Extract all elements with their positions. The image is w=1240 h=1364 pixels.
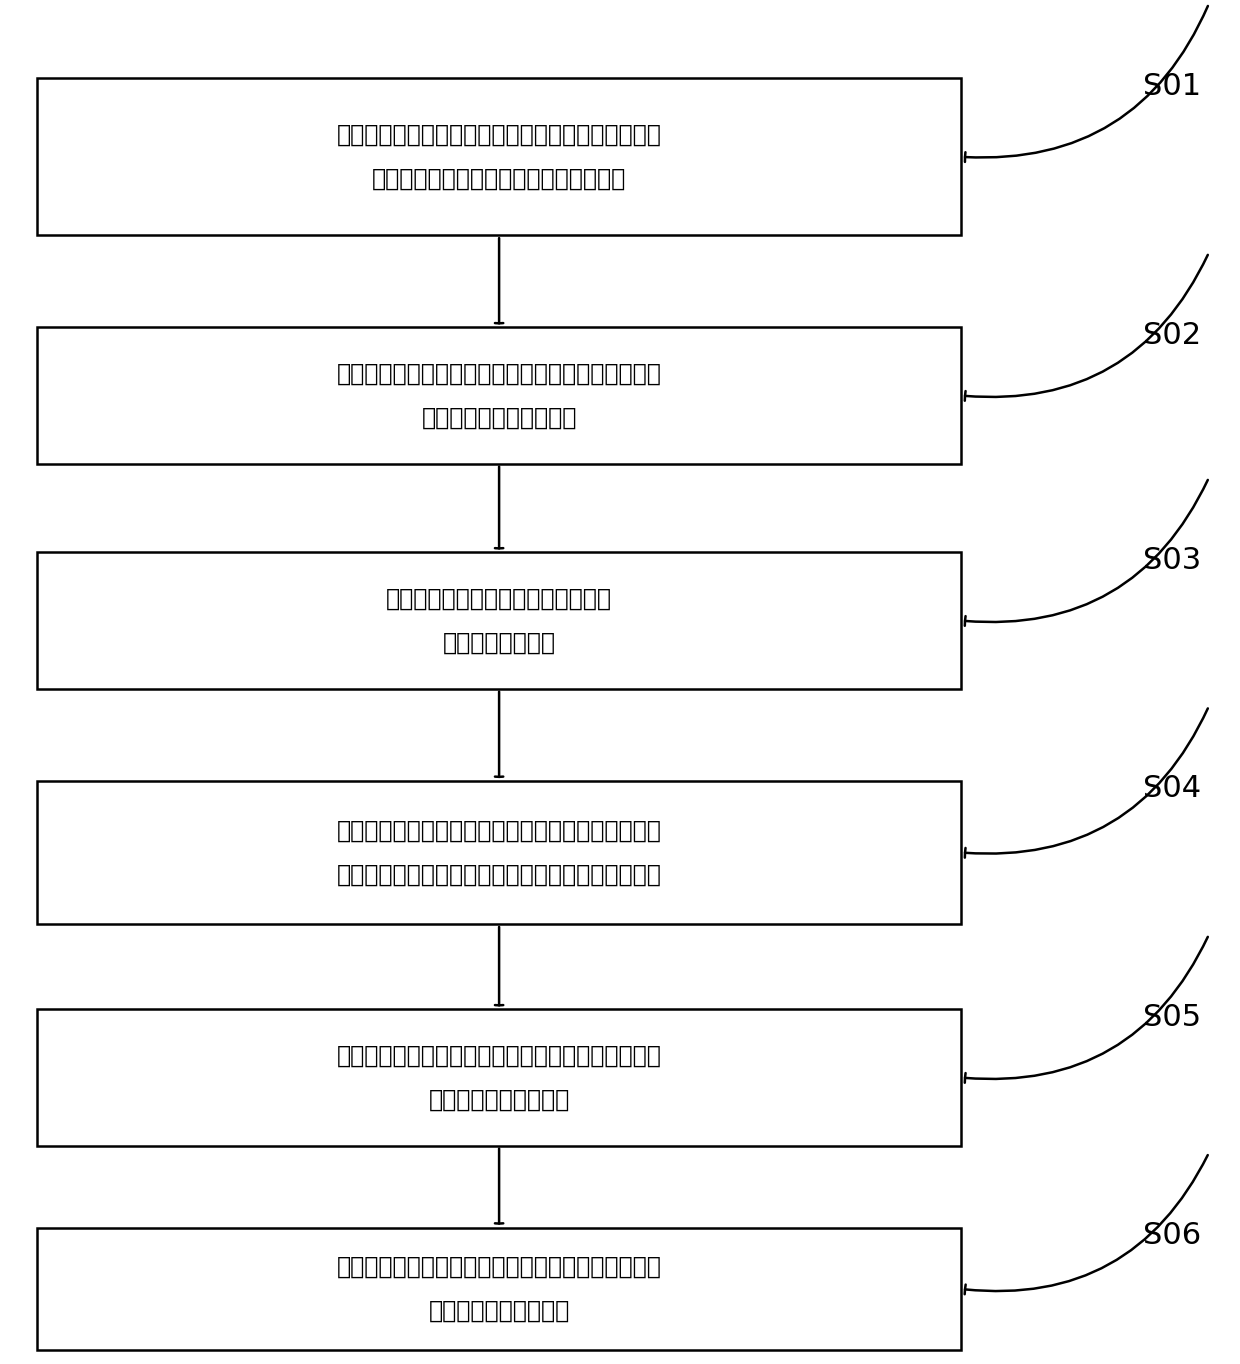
Bar <box>37 780 961 925</box>
Text: 正常变压器的设备案例库: 正常变压器的设备案例库 <box>422 405 577 430</box>
Bar <box>37 1228 961 1350</box>
Text: S05: S05 <box>1143 1003 1200 1031</box>
Bar <box>37 552 961 689</box>
Text: 根据待测变压器的当前时刻健康状态以及匹配模型预: 根据待测变压器的当前时刻健康状态以及匹配模型预 <box>337 1255 661 1279</box>
Text: 收集障变压器从正常状态至故障状态过程中的数据，: 收集障变压器从正常状态至故障状态过程中的数据， <box>337 123 661 147</box>
Text: 并将其按故障类型分类，构建设备案例库: 并将其按故障类型分类，构建设备案例库 <box>372 166 626 191</box>
Text: 将设备案例库作为隐马尔科夫模型输入数据，以最大: 将设备案例库作为隐马尔科夫模型输入数据，以最大 <box>337 818 661 843</box>
Text: S02: S02 <box>1143 321 1200 349</box>
Text: S04: S04 <box>1143 775 1200 803</box>
Text: 测下一时刻的健康状态: 测下一时刻的健康状态 <box>429 1299 569 1323</box>
Bar <box>37 1009 961 1146</box>
Text: 收集正常变压器设备的数据，利用收集数据构建针对: 收集正常变压器设备的数据，利用收集数据构建针对 <box>337 361 661 386</box>
Text: S03: S03 <box>1143 546 1200 574</box>
Text: 对设备案例库中的溶解气体浓度数据: 对设备案例库中的溶解气体浓度数据 <box>386 587 613 611</box>
Text: 似然函数收敛为目标，对其进行训练得到变压器模型: 似然函数收敛为目标，对其进行训练得到变压器模型 <box>337 862 661 887</box>
Text: 进行线性插值处理: 进行线性插值处理 <box>443 630 556 655</box>
Bar <box>37 327 961 464</box>
Text: S01: S01 <box>1143 71 1200 101</box>
Text: S06: S06 <box>1143 1221 1200 1249</box>
Text: 据相匹配的变压器模型: 据相匹配的变压器模型 <box>429 1087 569 1112</box>
Text: 将待检测数据输入至变压器模型中，找到与待检测数: 将待检测数据输入至变压器模型中，找到与待检测数 <box>337 1043 661 1068</box>
Bar <box>37 78 961 235</box>
